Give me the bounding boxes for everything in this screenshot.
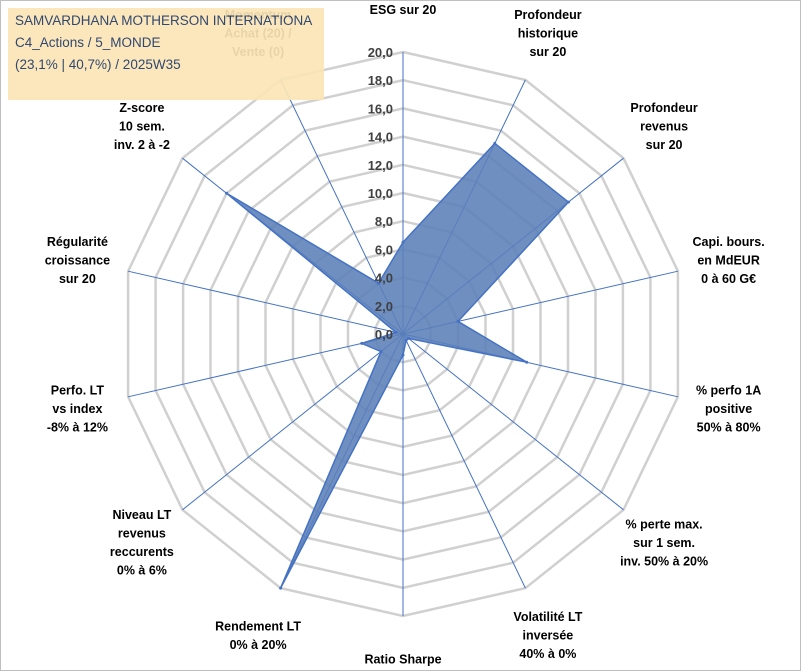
data-point: [493, 141, 497, 145]
data-series-area: [226, 142, 570, 589]
stats-label: (23,1% | 40,7%) / 2025W35: [15, 57, 181, 72]
data-point: [566, 200, 570, 204]
data-point: [377, 281, 380, 285]
axis-label: Ratio Sharpe0 à 1: [364, 652, 441, 671]
data-point: [456, 319, 460, 323]
data-point: [407, 336, 410, 340]
tick-label: 10,0: [368, 186, 393, 201]
axis-spoke: [402, 333, 526, 589]
axis-label: % perfo 1A positive 50% à 80%: [696, 383, 761, 434]
axis-label: Z-score 10 sem. inv. 2 à -2: [114, 101, 170, 152]
axis-label: Régularité croissance sur 20: [45, 235, 110, 286]
axis-label: Niveau LT revenus reccurents 0% à 6%: [110, 508, 174, 578]
data-point: [404, 338, 408, 342]
data-point: [401, 240, 405, 244]
info-box: SAMVARDHANA MOTHERSON INTERNATIONA C4_Ac…: [8, 8, 324, 100]
tick-label: 20,0: [368, 45, 393, 60]
tick-label: 12,0: [368, 158, 393, 173]
axis-spoke: [127, 333, 404, 398]
axis-label: Profondeur historique sur 20: [514, 8, 581, 59]
tick-label: 16,0: [368, 101, 393, 116]
tick-label: 18,0: [368, 73, 393, 88]
axis-label: Profondeur revenus sur 20: [630, 101, 697, 152]
axis-label: NoteESG sur 20: [370, 0, 437, 17]
tick-label: 14,0: [368, 130, 393, 145]
tick-label: 8,0: [375, 214, 393, 229]
axis-label: % perte max. sur 1 sem. inv. 50% à 20%: [620, 517, 708, 568]
data-point: [401, 353, 405, 357]
stock-name: SAMVARDHANA MOTHERSON INTERNATIONA: [15, 13, 313, 28]
axis-label: Capi. bours. en MdEUR 0 à 60 G€: [692, 235, 764, 286]
data-point: [525, 360, 529, 364]
data-point: [360, 341, 364, 345]
axis-label: Volatilité LT inversée 40% à 0%: [513, 610, 582, 661]
tick-label: 2,0: [375, 299, 393, 314]
data-point: [225, 191, 229, 195]
data-point: [394, 330, 398, 334]
axis-spoke: [402, 333, 624, 511]
tick-label: 0,0: [375, 327, 393, 342]
axis-label: Perfo. LT vs index -8% à 12%: [47, 383, 108, 434]
category-label: C4_Actions / 5_MONDE: [15, 35, 161, 50]
axis-label: Rendement LT 0% à 20%: [215, 619, 301, 652]
axis-spoke: [127, 270, 404, 335]
data-point: [279, 586, 283, 590]
tick-label: 4,0: [375, 271, 393, 286]
axis-spoke: [182, 333, 404, 511]
tick-label: 6,0: [375, 242, 393, 257]
data-point: [379, 350, 383, 354]
